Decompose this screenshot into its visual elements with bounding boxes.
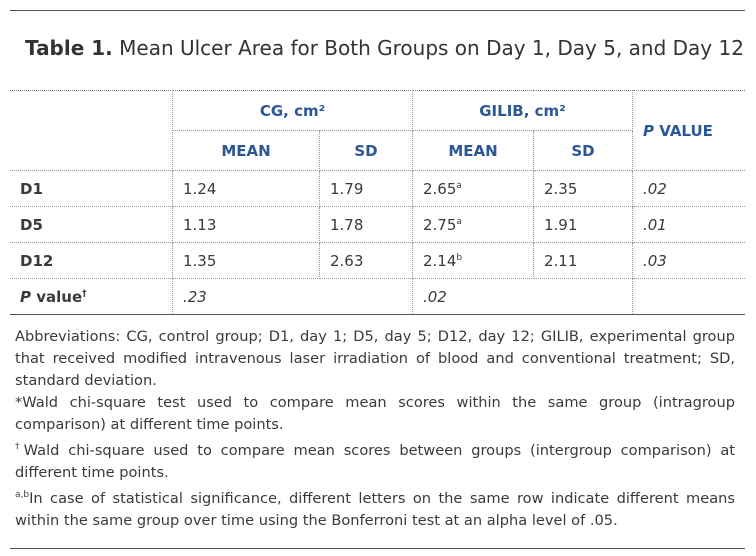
bottom-rule [10,548,745,549]
cell: .01 [632,206,745,243]
cell [632,278,745,315]
table-row: D1 1.24 1.79 2.65a 2.35.02 [10,170,745,207]
cell: 2.75a [412,206,534,243]
cell: 2.35 [533,170,633,207]
cell-text: 2.75 [423,215,457,234]
header-row: CG, cm² GILIB, cm² P VALUE [10,90,745,171]
sup: † [82,288,87,299]
footnote-mark: * [15,394,23,411]
group-header: GILIB, cm² [412,90,633,131]
footnotes: Abbreviations: CG, control group; D1, da… [15,326,735,532]
sub-header: MEAN [412,130,534,171]
footnote-mark: † [15,442,24,452]
cell: 2.11 [533,242,633,279]
cell: 1.35 [172,242,320,279]
footnote: *Wald chi-square test used to compare me… [15,392,735,436]
table-body: D1 1.24 1.79 2.65a 2.35.02 D5 1.13 1.78 2.75a 1.9… [10,170,745,279]
top-rule [10,10,745,11]
cell: 1.13 [172,206,320,243]
footnote-text: Wald chi-square test used to compare mea… [15,394,735,433]
title-label: Table 1. [25,36,113,60]
p-italic: P [20,287,31,306]
p-header: P VALUE [632,90,745,171]
cell: .02 [412,278,633,315]
cell: .23 [172,278,413,315]
row-label: D1 [10,170,173,207]
cell: .02 [632,170,745,207]
cell: 2.14b [412,242,534,279]
cell: 2.63 [319,242,413,279]
group-header: CG, cm² [172,90,413,131]
label-text: value [31,287,83,306]
footnote: a,bIn case of statistical significance, … [15,484,735,532]
footnote-text: Abbreviations: CG, control group; D1, da… [15,328,735,389]
sub-header: SD [533,130,633,171]
cell-text: 2.65 [423,179,457,198]
sup: b [456,252,463,263]
sup: a [456,180,462,191]
cell: 1.78 [319,206,413,243]
p-row: P value† .23 .02 [10,278,745,315]
row-label: D12 [10,242,173,279]
cell: 1.24 [172,170,320,207]
cell-text: 2.14 [423,251,457,270]
cell: 1.91 [533,206,633,243]
cell: .03 [632,242,745,279]
data-table: CG, cm² GILIB, cm² P VALUE MEAN SD MEAN … [10,90,745,315]
footnote-mark: a,b [15,489,30,500]
p-italic: P [643,121,654,140]
table-row: D5 1.13 1.78 2.75a 1.91.01 [10,206,745,243]
sub-header: MEAN [172,130,320,171]
cell: 1.79 [319,170,413,207]
title-text: Mean Ulcer Area for Both Groups on Day 1… [119,36,744,60]
title: Table 1. Mean Ulcer Area for Both Groups… [25,36,744,60]
row-label: D5 [10,206,173,243]
footnote: †Wald chi-square used to compare mean sc… [15,436,735,484]
footnote: Abbreviations: CG, control group; D1, da… [15,326,735,392]
p-text: VALUE [654,121,713,140]
footnote-text: In case of statistical significance, dif… [15,489,735,529]
footnote-text: Wald chi-square used to compare mean sco… [15,441,736,481]
cell: 2.65a [412,170,534,207]
table-row: D12 1.35 2.63 2.14b 2.11.03 [10,242,745,279]
row-label: P value† [10,278,173,315]
sup: a [456,216,462,227]
empty-header [10,90,173,171]
sub-header: SD [319,130,413,171]
